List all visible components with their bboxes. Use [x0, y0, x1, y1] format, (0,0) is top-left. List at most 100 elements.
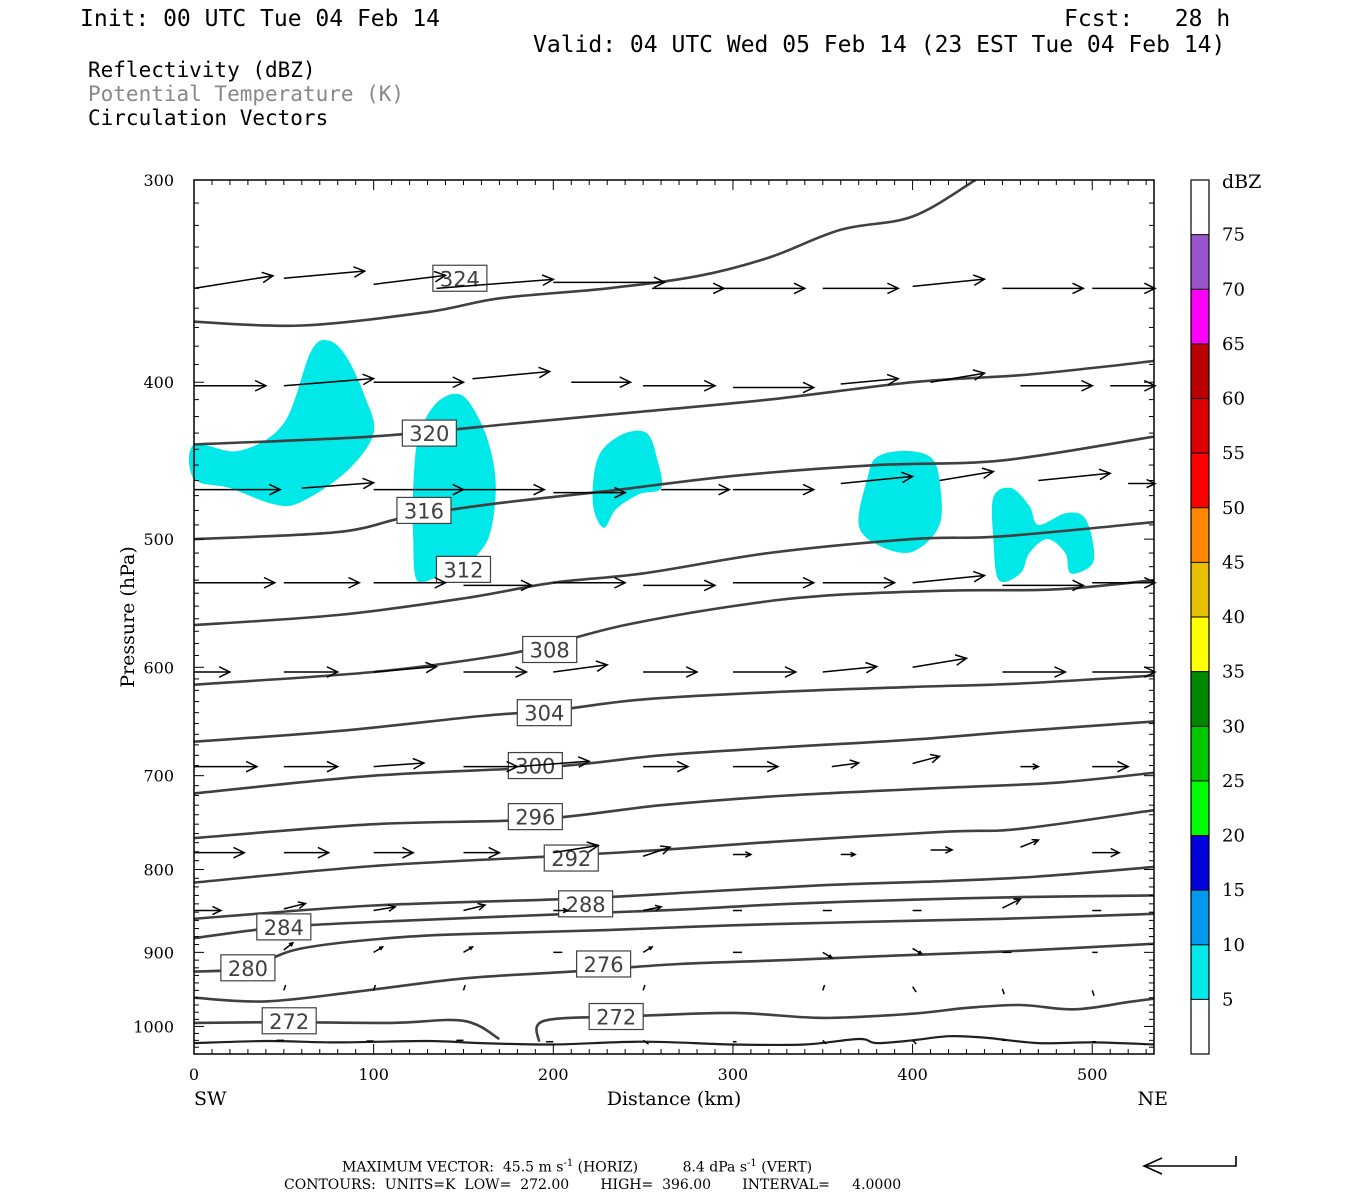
- vector-p350-3: [373, 270, 448, 286]
- vector-head: [326, 666, 340, 678]
- vector-shaft: [373, 665, 437, 673]
- vector-shaft: [462, 984, 466, 991]
- vector-p900-5: [642, 946, 654, 953]
- theta-lines: [194, 180, 1154, 1047]
- vector-p350-2: [283, 266, 367, 280]
- vector-head: [1081, 379, 1095, 392]
- vector-shaft: [472, 370, 550, 380]
- vector-p691-6: [643, 760, 690, 773]
- theta-contour-292: [194, 808, 1154, 884]
- vector-head: [1013, 898, 1022, 906]
- colorbar-label-20: 20: [1222, 826, 1245, 847]
- vector-p350-4: [436, 274, 556, 290]
- vector-shaft: [642, 846, 671, 857]
- max-vector-horiz-value: 45.5 m s: [502, 1159, 564, 1176]
- vector-p781-5: [553, 841, 600, 854]
- max-vector-vert-value: 8.4 dPa s: [682, 1159, 748, 1176]
- y-tick-label-300: 300: [143, 171, 174, 190]
- theta-contour-320: [194, 359, 1154, 446]
- theta-contour-324: [194, 180, 977, 328]
- vector-head: [972, 369, 987, 381]
- theta-label-292: 292: [551, 847, 591, 871]
- vector-head: [972, 570, 987, 583]
- vector-p950-5: [822, 984, 826, 991]
- vector-head: [297, 901, 308, 909]
- vector-shaft: [912, 278, 985, 288]
- vector-p848-5: [553, 907, 570, 914]
- vector-shaft: [517, 760, 590, 768]
- colorbar-label-25: 25: [1222, 771, 1245, 792]
- vector-shaft: [930, 372, 985, 383]
- field-circulation-vectors: Circulation Vectors: [88, 106, 329, 130]
- vector-shaft: [1002, 898, 1021, 909]
- vector-p950-8: [1091, 990, 1095, 997]
- vector-shaft: [553, 664, 608, 673]
- colorbar-bin-below-5: [1191, 999, 1209, 1054]
- colorbar-label-50: 50: [1222, 498, 1245, 519]
- theta-contour-surface: [194, 1034, 1154, 1047]
- vector-head: [533, 483, 547, 496]
- vector-head: [362, 373, 376, 386]
- vector-p691-8: [831, 759, 861, 769]
- x-tick-label-500: 500: [1077, 1065, 1108, 1084]
- vector-head: [614, 486, 627, 499]
- x-tick-label-300: 300: [718, 1065, 749, 1084]
- vector-head: [245, 760, 259, 773]
- reflectivity-region-4: [858, 450, 942, 553]
- vector-head: [619, 376, 633, 389]
- vector-p1020-5: [642, 1039, 649, 1045]
- vector-p350-8: [822, 282, 900, 295]
- vector-p781-10: [1020, 838, 1041, 848]
- theta-label-316: 316: [404, 499, 444, 523]
- vector-p604-3: [373, 661, 439, 674]
- vector-head: [1143, 282, 1157, 295]
- theta-label-box-308: [522, 635, 578, 664]
- vector-p604-6: [643, 666, 699, 678]
- vector-head: [886, 373, 900, 386]
- vector-shaft: [301, 481, 374, 489]
- vector-head: [562, 907, 570, 914]
- vector-head: [1117, 760, 1130, 773]
- vector-head: [703, 379, 717, 392]
- colorbar-label-70: 70: [1222, 279, 1245, 300]
- vector-head: [387, 904, 397, 912]
- theta-label-308: 308: [530, 639, 570, 663]
- vector-p604-8: [822, 661, 879, 674]
- vector-p403-9: [930, 369, 987, 383]
- colorbar-label-15: 15: [1222, 880, 1245, 901]
- vector-shaft: [283, 377, 374, 387]
- vector-head: [468, 946, 475, 951]
- vector-head: [577, 756, 591, 768]
- colorbar-label-45: 45: [1222, 552, 1245, 573]
- vector-head: [412, 757, 426, 770]
- field-reflectivity: Reflectivity (dBZ): [88, 58, 316, 82]
- theta-contour-284: [194, 894, 1154, 940]
- vector-p691-5: [517, 756, 591, 768]
- vector-p900-8: [912, 947, 924, 955]
- vector-head: [263, 576, 277, 589]
- colorbar-bin-35: [1191, 617, 1209, 672]
- x-axis-left-label: SW: [194, 1088, 227, 1110]
- vector-head: [685, 666, 699, 678]
- vector-p532-3: [373, 576, 448, 589]
- vector-head: [269, 483, 282, 496]
- vector-head: [353, 266, 367, 278]
- y-tick-label-600: 600: [143, 658, 174, 677]
- vector-p403-6: [643, 379, 717, 392]
- vector-head: [538, 366, 552, 379]
- y-tick-label-1000: 1000: [133, 1017, 174, 1036]
- colorbar-bin-25: [1191, 726, 1209, 781]
- vector-p532-6: [643, 579, 717, 592]
- vector-p466-8: [840, 471, 915, 485]
- vert-exponent: -1: [747, 1158, 757, 1169]
- colorbar-bin-10: [1191, 890, 1209, 945]
- vector-shaft: [283, 270, 365, 280]
- theta-label-312: 312: [443, 558, 483, 582]
- reflectivity-region-3: [592, 430, 663, 528]
- vector-head: [660, 845, 672, 855]
- y-tick-label-400: 400: [143, 373, 174, 392]
- vector-head: [586, 841, 600, 853]
- vector-head: [362, 477, 376, 490]
- vector-head: [929, 753, 942, 764]
